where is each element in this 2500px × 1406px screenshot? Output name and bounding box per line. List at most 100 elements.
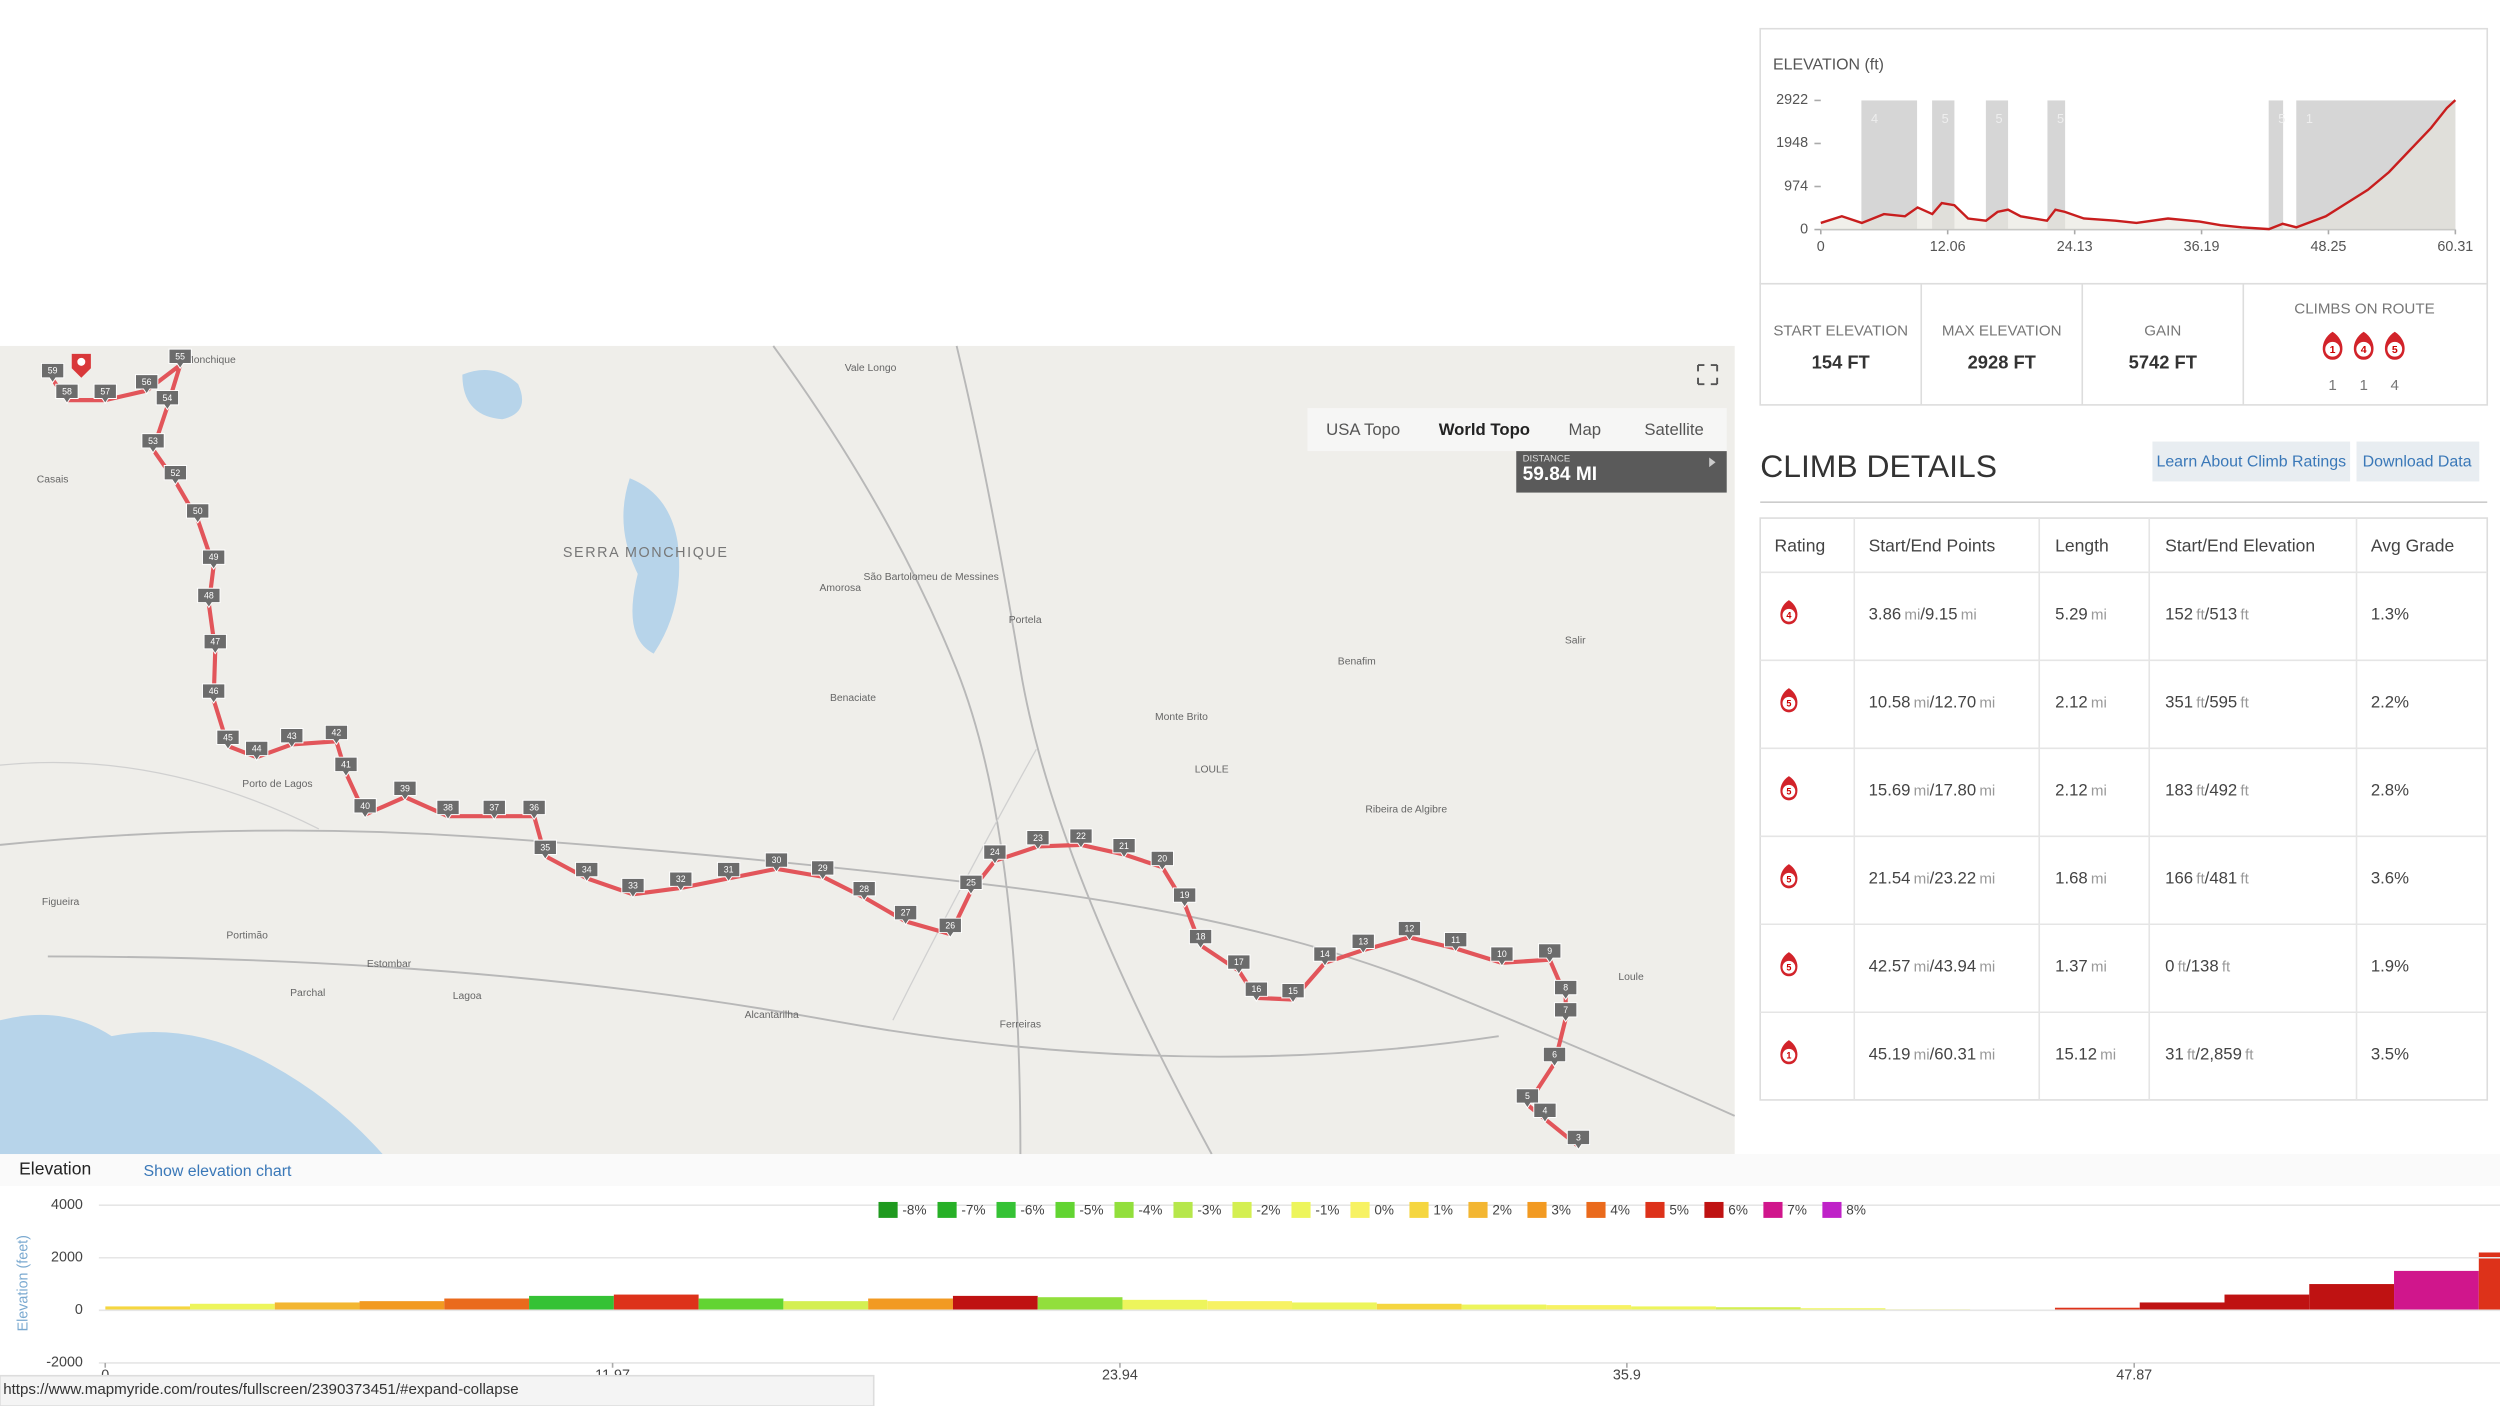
route-marker[interactable] [1554, 1002, 1578, 1023]
map-tab[interactable]: Map [1569, 420, 1602, 439]
place-label: Casais [37, 475, 69, 486]
start-end-elevation: 166 ft/481 ft [2165, 869, 2249, 888]
route-marker[interactable] [764, 852, 789, 873]
route-marker[interactable] [852, 881, 876, 902]
button[interactable] [2356, 441, 2480, 482]
climb-band [1932, 100, 1955, 230]
button-label[interactable]: Learn About Climb Ratings [2156, 453, 2346, 470]
route-marker[interactable] [1227, 954, 1251, 975]
route-marker[interactable] [186, 503, 210, 524]
route-marker[interactable] [959, 874, 983, 896]
route-marker[interactable] [168, 348, 192, 370]
button[interactable] [2152, 441, 2351, 482]
route-marker[interactable] [1490, 946, 1514, 967]
route-marker[interactable] [1542, 1046, 1567, 1068]
route-marker[interactable] [1515, 1088, 1540, 1109]
route-marker[interactable] [202, 549, 226, 570]
route-marker[interactable] [1538, 943, 1562, 964]
button-label[interactable]: Download Data [2363, 453, 2472, 470]
route-marker[interactable] [1112, 838, 1136, 859]
place-label: Lagoa [453, 991, 482, 1002]
map-tab[interactable]: Satellite [1644, 420, 1703, 439]
y-tick-label: 1948 [1776, 135, 1808, 151]
route-marker[interactable] [203, 633, 227, 655]
route-marker[interactable] [202, 683, 226, 704]
x-tick-label: 47.87 [2116, 1367, 2152, 1383]
route-marker[interactable] [716, 861, 741, 883]
distance-label: DISTANCE [1523, 454, 1571, 465]
expand-arrow[interactable] [1709, 457, 1716, 468]
route-marker[interactable] [621, 877, 645, 899]
fullscreen-icon[interactable] [1697, 364, 1719, 386]
route-marker[interactable] [1244, 981, 1269, 1002]
status-url: https://www.mapmyride.com/routes/fullscr… [3, 1381, 518, 1398]
route-marker[interactable] [1313, 946, 1337, 967]
route-marker[interactable] [436, 799, 460, 821]
route-marker[interactable] [811, 860, 835, 881]
show-chart-link[interactable]: Show elevation chart [143, 1163, 292, 1180]
route-marker[interactable] [533, 839, 557, 861]
route-marker[interactable] [1069, 828, 1093, 849]
rating-icon-inner [1782, 608, 1796, 622]
route-marker[interactable] [280, 728, 304, 749]
map-tab[interactable]: USA Topo [1326, 420, 1400, 439]
value: 2.12 [2055, 781, 2088, 800]
route-marker[interactable] [393, 780, 417, 802]
route-marker[interactable] [197, 587, 221, 609]
route-marker[interactable] [353, 798, 377, 819]
route-marker[interactable] [40, 362, 65, 384]
value: / [1930, 1045, 1935, 1064]
route-marker[interactable] [216, 729, 240, 751]
value: 42.57 [1869, 957, 1911, 976]
route-marker[interactable] [1444, 932, 1468, 953]
place-label: Porto de Lagos [242, 779, 312, 790]
route-marker[interactable] [1554, 979, 1578, 1001]
route-marker[interactable] [55, 383, 79, 405]
route-marker[interactable] [163, 465, 188, 486]
route-marker[interactable] [1150, 850, 1174, 872]
map[interactable]: SERRA MONCHIQUE Monchique Casais Vale Longo… [0, 345, 1736, 1155]
route-marker[interactable] [1566, 1129, 1591, 1151]
route-marker[interactable] [575, 861, 599, 883]
route-marker-label: 35 [540, 842, 550, 852]
x-tick-label: 24.13 [2057, 239, 2093, 255]
legend-swatch [1763, 1201, 1783, 1218]
climb-band-rating: 1 [2306, 111, 2313, 126]
route-marker[interactable] [141, 433, 165, 454]
route-marker[interactable] [155, 390, 180, 411]
route-marker[interactable] [893, 904, 918, 926]
grade-segment [2478, 1252, 2500, 1311]
route-marker-label: 54 [163, 393, 173, 403]
climb-count: 1 [2328, 377, 2336, 394]
value: 15.69 [1869, 781, 1911, 800]
route-marker[interactable] [1397, 920, 1422, 942]
stat-label: CLIMBS ON ROUTE [2294, 300, 2434, 317]
route-marker[interactable] [1026, 830, 1050, 851]
route-marker[interactable] [324, 724, 349, 746]
route-marker[interactable] [1533, 1102, 1557, 1124]
status-bar [0, 1374, 875, 1406]
legend-swatch [878, 1201, 898, 1218]
route-marker[interactable] [669, 871, 693, 892]
route-marker-label: 24 [990, 847, 1000, 857]
route-marker[interactable] [93, 383, 117, 405]
route-marker[interactable] [1188, 928, 1213, 950]
map-tab[interactable]: World Topo [1439, 420, 1530, 439]
route-marker[interactable] [522, 799, 546, 821]
y-tick-label: 0 [1800, 221, 1808, 237]
route-marker[interactable] [334, 756, 358, 778]
legend-label: 7% [1787, 1202, 1807, 1217]
route-marker[interactable] [245, 740, 269, 762]
route-marker[interactable] [1351, 933, 1375, 955]
route-marker[interactable] [482, 799, 506, 821]
place-label: Benafim [1338, 656, 1376, 667]
route-marker[interactable] [938, 917, 962, 939]
legend-label: 0% [1374, 1202, 1394, 1217]
route-marker[interactable] [983, 844, 1007, 865]
length: 15.12 mi [2055, 1045, 2116, 1064]
route-marker[interactable] [1172, 887, 1197, 908]
route-marker[interactable] [1281, 983, 1305, 1004]
route-marker[interactable] [135, 374, 159, 395]
place-label: Loule [1618, 972, 1644, 983]
rating-number: 1 [2330, 344, 2336, 356]
